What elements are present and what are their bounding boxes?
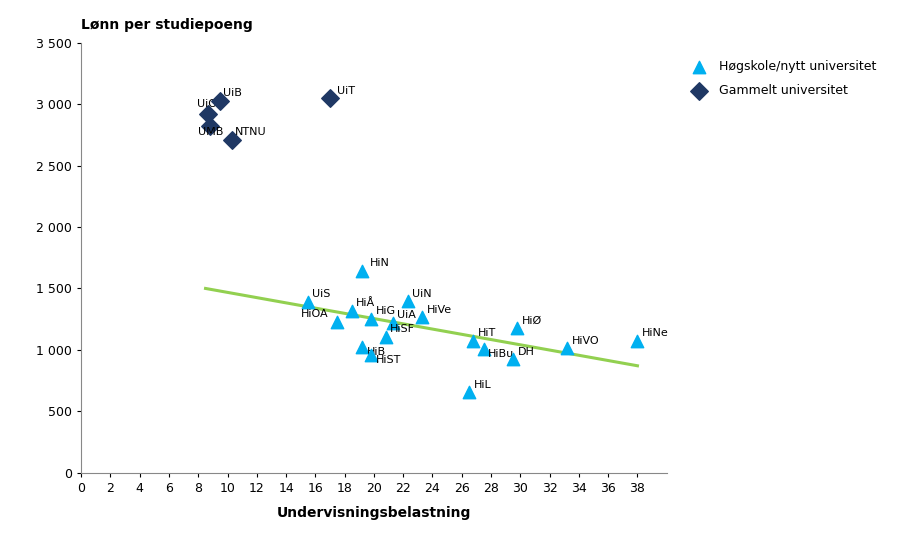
Text: UiO: UiO [196, 99, 217, 109]
Point [378, 332, 393, 341]
Text: HiVO: HiVO [571, 336, 599, 345]
Text: DH: DH [517, 346, 534, 357]
Point [364, 314, 378, 323]
Point [301, 297, 315, 306]
Text: UiB: UiB [223, 88, 242, 98]
Text: HiBu: HiBu [488, 349, 514, 359]
Point [224, 136, 239, 144]
Text: HiØ: HiØ [522, 316, 542, 326]
Text: UiS: UiS [313, 289, 331, 300]
Legend: Høgskole/nytt universitet, Gammelt universitet: Høgskole/nytt universitet, Gammelt unive… [687, 60, 877, 97]
Text: UiN: UiN [412, 289, 432, 299]
Point [631, 336, 645, 345]
Point [345, 306, 359, 315]
Text: UiT: UiT [337, 86, 355, 96]
Point [477, 345, 491, 353]
Text: HiT: HiT [478, 328, 496, 338]
Point [330, 317, 344, 326]
Point [560, 344, 575, 352]
Point [400, 297, 414, 306]
Text: HiNe: HiNe [642, 328, 669, 338]
Point [201, 110, 215, 119]
Point [505, 355, 520, 364]
Text: HiL: HiL [474, 380, 491, 390]
Point [386, 318, 400, 327]
Text: HiB: HiB [367, 347, 386, 357]
Text: NTNU: NTNU [235, 127, 267, 137]
X-axis label: Undervisningsbelastning: Undervisningsbelastning [277, 506, 471, 520]
Point [415, 313, 430, 322]
Text: HiN: HiN [369, 258, 389, 268]
Point [323, 94, 337, 103]
Text: HiVe: HiVe [427, 305, 451, 315]
Point [213, 96, 227, 105]
Text: HiST: HiST [376, 355, 401, 365]
Point [467, 336, 481, 345]
Text: HiSF: HiSF [390, 324, 415, 335]
Text: HiOA: HiOA [301, 309, 328, 319]
Point [203, 122, 217, 130]
Point [355, 343, 369, 352]
Point [355, 266, 369, 275]
Point [462, 388, 477, 396]
Text: UMB: UMB [198, 127, 223, 137]
Text: HiG: HiG [376, 306, 396, 316]
Text: HiÅ: HiÅ [357, 298, 376, 308]
Point [510, 324, 524, 332]
Text: UiA: UiA [397, 310, 416, 321]
Point [364, 351, 378, 360]
Text: Lønn per studiepoeng: Lønn per studiepoeng [81, 18, 253, 32]
